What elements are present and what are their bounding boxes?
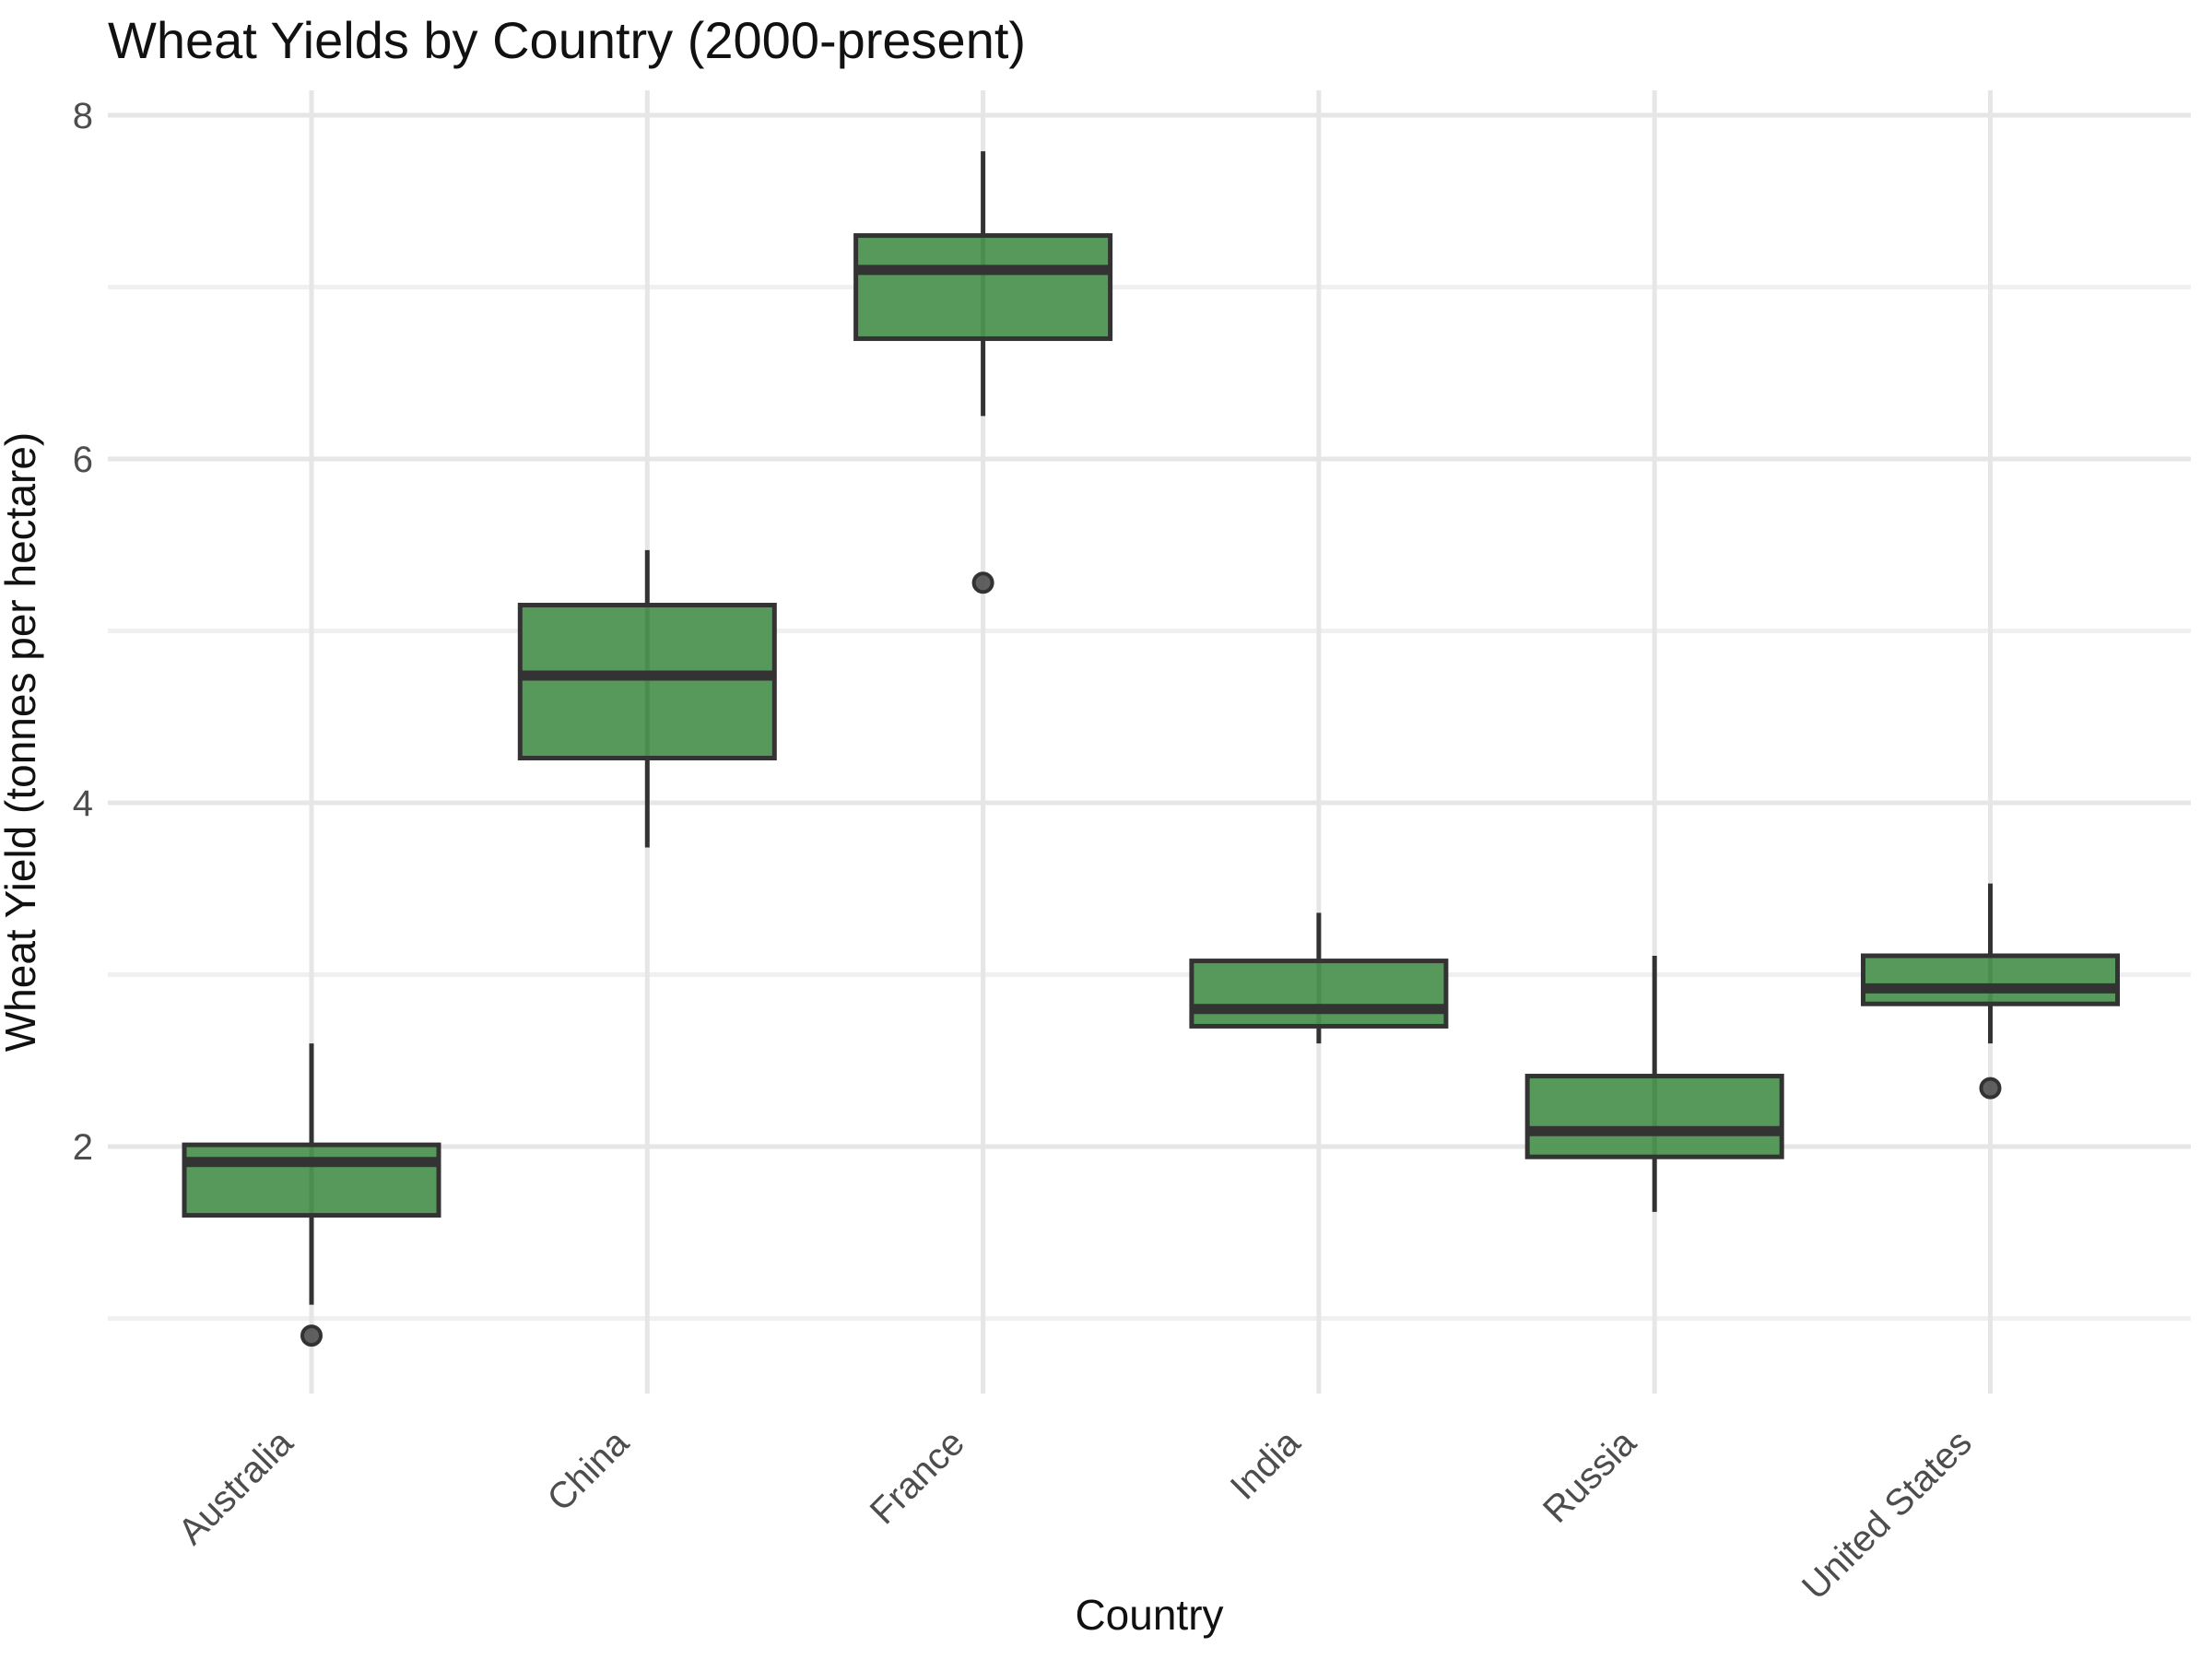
- boxplot-china[interactable]: [517, 549, 777, 848]
- x-axis-title: Country: [1075, 1591, 1223, 1639]
- boxplot-india[interactable]: [1189, 912, 1449, 1044]
- x-tick-label-united-states: United States: [1794, 1422, 1980, 1607]
- chart-title: Wheat Yields by Country (2000-present): [108, 11, 1026, 69]
- iqr-box-india[interactable]: [1189, 959, 1449, 1029]
- boxplot-australia[interactable]: [182, 1043, 441, 1347]
- x-tick-label-france: France: [863, 1422, 972, 1532]
- y-tick-label-8: 8: [73, 96, 93, 136]
- boxplot-layer: [182, 151, 2120, 1347]
- outlier-point-france[interactable]: [971, 571, 994, 594]
- outlier-point-united-states[interactable]: [1979, 1077, 2002, 1100]
- x-tick-label-india: India: [1223, 1422, 1309, 1508]
- outlier-point-australia[interactable]: [300, 1324, 323, 1347]
- boxplot-united-states[interactable]: [1861, 883, 2120, 1100]
- iqr-box-china[interactable]: [517, 603, 777, 761]
- y-tick-label-6: 6: [73, 440, 93, 480]
- iqr-box-united-states[interactable]: [1861, 953, 2120, 1006]
- boxplot-france[interactable]: [853, 151, 1113, 594]
- x-tick-label-australia: Australia: [171, 1422, 301, 1553]
- y-tick-label-4: 4: [73, 783, 93, 824]
- y-axis-title: Wheat Yield (tonnes per hectare): [0, 432, 44, 1052]
- x-tick-label-china: China: [540, 1422, 638, 1520]
- iqr-box-russia[interactable]: [1524, 1074, 1784, 1159]
- y-tick-label-2: 2: [73, 1127, 93, 1168]
- x-tick-label-russia: Russia: [1535, 1422, 1644, 1531]
- iqr-box-australia[interactable]: [182, 1142, 441, 1218]
- boxplot-russia[interactable]: [1524, 955, 1784, 1212]
- iqr-box-france[interactable]: [853, 233, 1113, 341]
